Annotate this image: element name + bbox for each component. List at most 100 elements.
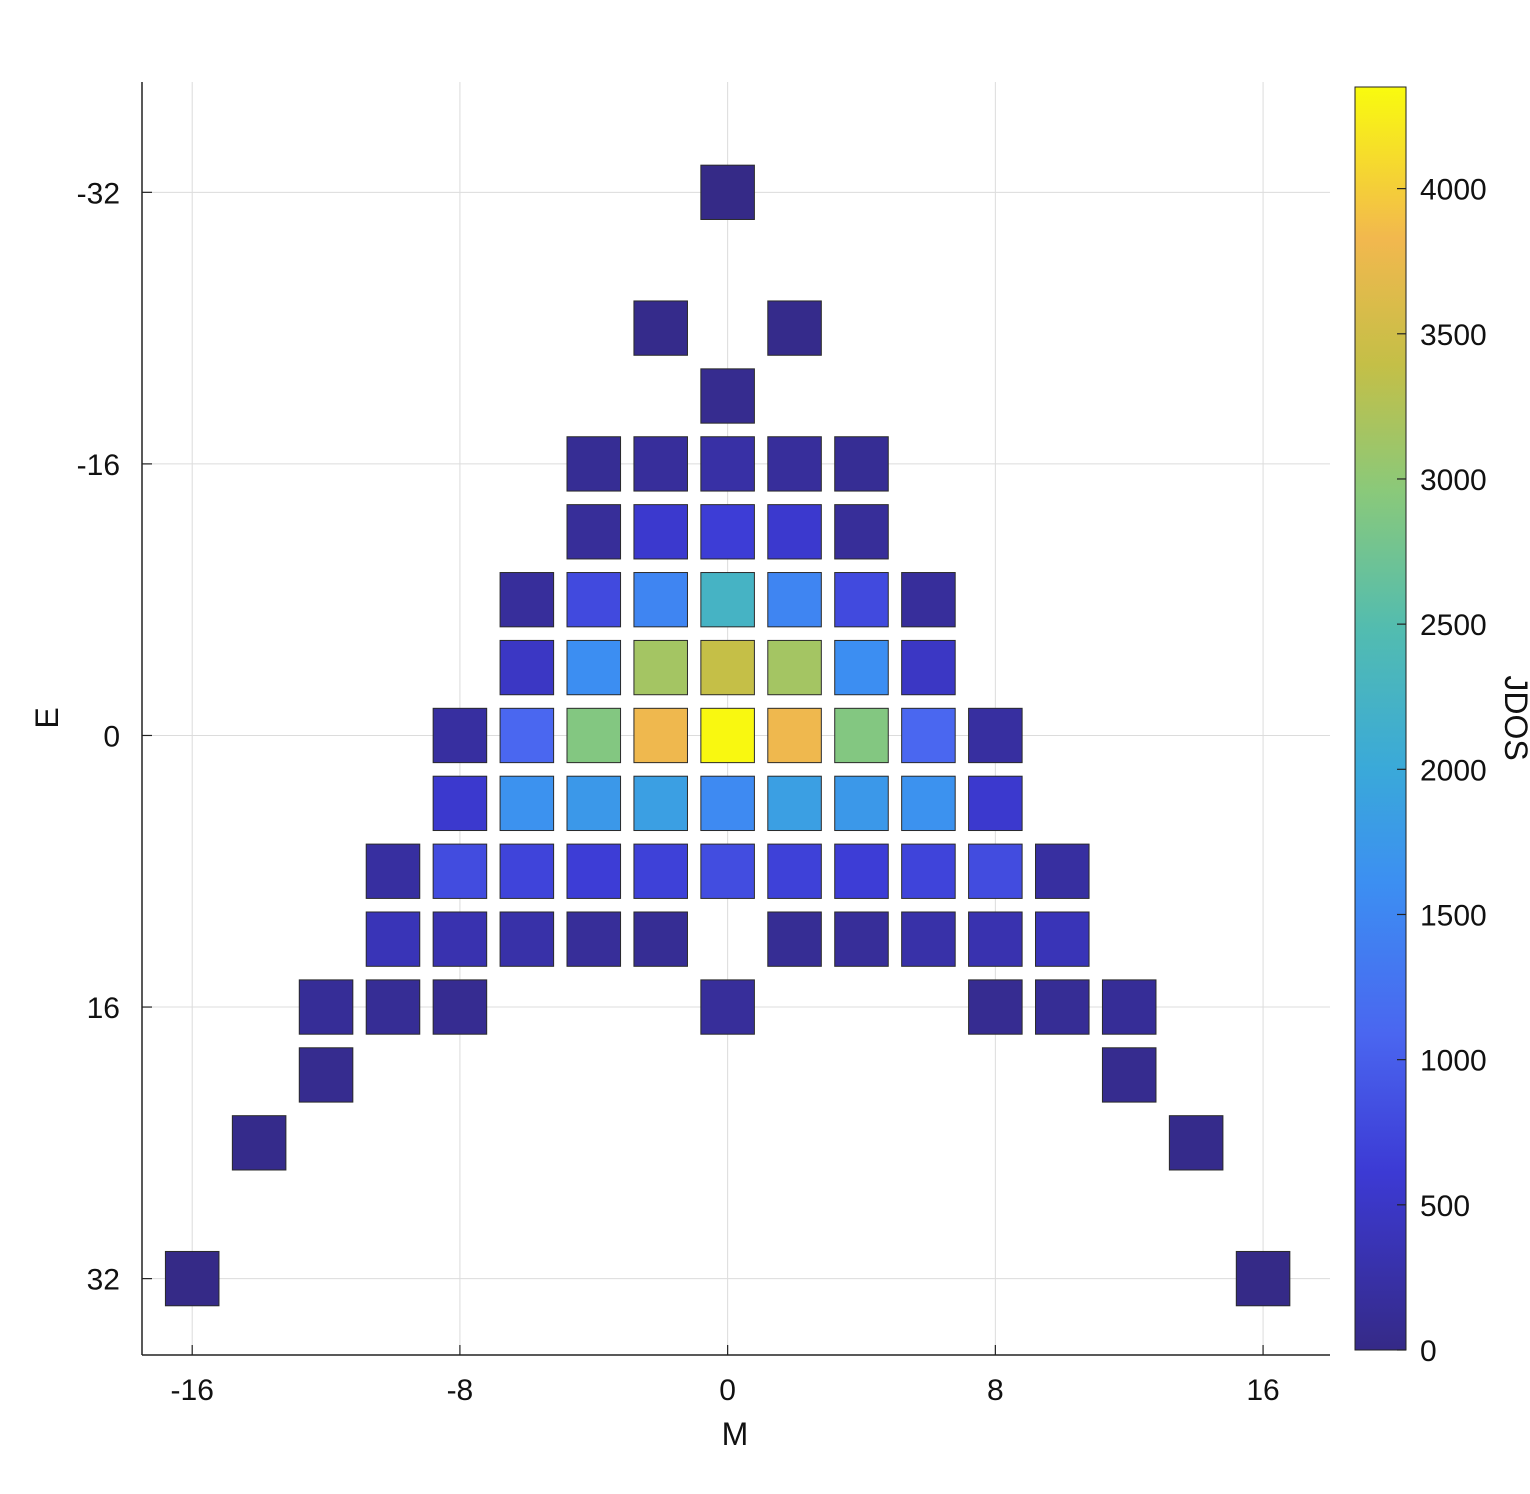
colorbar-tick-label: 4000	[1420, 174, 1487, 207]
heatmap-cell	[901, 572, 956, 628]
y-tick-label: -32	[77, 177, 120, 210]
plot-area: -16 -8 0 8 16 -32 -16 0 16 32 M E	[29, 82, 1330, 1452]
heatmap-cell	[767, 436, 822, 492]
y-tick-label: 16	[87, 992, 120, 1025]
heatmap-cell	[566, 572, 622, 628]
heatmap-cell	[834, 911, 889, 967]
colorbar-tick-label: 3000	[1420, 464, 1487, 497]
colorbar-tick-label: 0	[1420, 1335, 1437, 1368]
x-tick-label: 16	[1246, 1374, 1279, 1407]
heatmap-cell	[633, 911, 688, 967]
heatmap-cell	[968, 979, 1023, 1035]
y-axis-title: E	[29, 707, 65, 728]
heatmap-cell	[633, 436, 688, 492]
heatmap-cell	[432, 979, 488, 1035]
heatmap-cell	[365, 911, 421, 967]
heatmap-cell	[566, 436, 622, 492]
heatmap-cell	[767, 639, 822, 696]
heatmap-cell	[432, 707, 488, 764]
heatmap-cell	[499, 911, 555, 967]
heatmap-cell	[968, 707, 1023, 764]
heatmap-cell	[834, 504, 889, 560]
heatmap-cell	[700, 639, 755, 696]
x-tick-label: 0	[719, 1374, 736, 1407]
x-tick-label: -8	[447, 1374, 474, 1407]
colorbar-ticks: 0 500 1000 1500 2000 2500 3000 3500 4000	[1397, 174, 1487, 1368]
heatmap-cell	[566, 911, 622, 967]
heatmap-cell	[1101, 979, 1157, 1035]
heatmap-cell	[1035, 843, 1090, 899]
heatmap-cell	[633, 572, 688, 628]
heatmap-cell	[432, 911, 488, 967]
heatmap-cell	[834, 775, 889, 832]
heatmap-cell	[633, 775, 688, 832]
heatmap-cell	[231, 1115, 287, 1171]
heatmap-cell	[968, 911, 1023, 967]
heatmap-cell	[566, 639, 622, 696]
heatmap-cell	[700, 843, 755, 899]
colorbar-tick-label: 2000	[1420, 754, 1487, 787]
heatmap-cell	[767, 775, 822, 832]
heatmap-cell	[633, 843, 688, 899]
heatmap-cell	[767, 572, 822, 628]
heatmap-cell	[499, 639, 555, 696]
heatmap-cell	[566, 775, 622, 832]
heatmap-cell	[499, 843, 555, 899]
heatmap-cells	[164, 164, 1291, 1307]
heatmap-cell	[700, 572, 755, 628]
x-tick-label: -16	[171, 1374, 214, 1407]
heatmap-cell	[499, 775, 555, 832]
heatmap-cell	[566, 707, 622, 764]
heatmap-cell	[633, 707, 688, 764]
y-tick-labels: -32 -16 0 16 32	[77, 177, 152, 1297]
colorbar-tick-label: 1000	[1420, 1045, 1487, 1078]
heatmap-cell	[767, 911, 822, 967]
heatmap-cell	[834, 707, 889, 764]
heatmap-cell	[633, 504, 688, 560]
heatmap-cell	[365, 979, 421, 1035]
heatmap-cell	[834, 843, 889, 899]
heatmap-cell	[499, 707, 555, 764]
heatmap-cell	[566, 843, 622, 899]
heatmap-cell	[700, 707, 755, 764]
heatmap-cell	[298, 979, 354, 1035]
colorbar-gradient	[1354, 86, 1407, 1351]
colorbar: 0 500 1000 1500 2000 2500 3000 3500 4000 JDOS	[1354, 86, 1530, 1368]
heatmap-cell	[499, 572, 555, 628]
heatmap-cell	[767, 843, 822, 899]
heatmap-cell	[1035, 911, 1090, 967]
heatmap-cell	[700, 368, 755, 424]
y-tick-label: 0	[103, 720, 120, 753]
heatmap-cell	[1035, 979, 1090, 1035]
heatmap-cell	[700, 504, 755, 560]
heatmap-cell	[633, 300, 688, 356]
heatmap-cell	[901, 775, 956, 832]
heatmap-cell	[767, 504, 822, 560]
heatmap-cell	[901, 911, 956, 967]
heatmap-cell	[901, 843, 956, 899]
heatmap-cell	[700, 164, 755, 220]
x-tick-label: 8	[987, 1374, 1004, 1407]
colorbar-tick-label: 2500	[1420, 609, 1487, 642]
heatmap-cell	[432, 843, 488, 899]
y-tick-label: 32	[87, 1264, 120, 1297]
heatmap-cell	[834, 639, 889, 696]
heatmap-cell	[968, 843, 1023, 899]
y-tick-label: -16	[77, 449, 120, 482]
heatmap-cell	[834, 436, 889, 492]
heatmap-cell	[767, 300, 822, 356]
colorbar-tick-label: 1500	[1420, 899, 1487, 932]
heatmap-cell	[1235, 1250, 1291, 1307]
x-axis-title: M	[722, 1416, 749, 1452]
heatmap-cell	[901, 639, 956, 696]
heatmap-cell	[901, 707, 956, 764]
heatmap-cell	[700, 979, 755, 1035]
heatmap-cell	[432, 775, 488, 832]
heatmap-cell	[566, 504, 622, 560]
heatmap-cell	[767, 707, 822, 764]
x-tick-labels: -16 -8 0 8 16	[171, 1345, 1280, 1407]
colorbar-tick-label: 500	[1420, 1190, 1470, 1223]
heatmap-cell	[633, 639, 688, 696]
heatmap-cell	[834, 572, 889, 628]
